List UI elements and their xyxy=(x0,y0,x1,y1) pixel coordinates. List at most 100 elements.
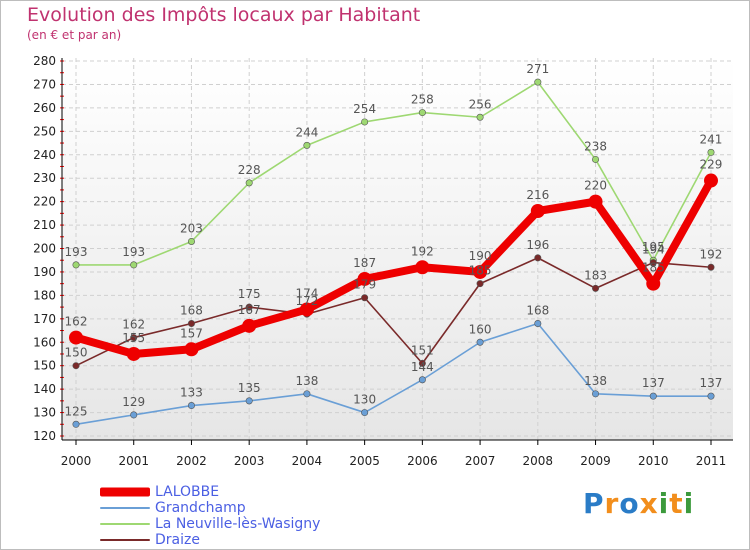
data-point-la-neuville-l-s-wasigny xyxy=(592,155,600,163)
data-point-draize xyxy=(592,284,600,292)
legend-swatch-la-neuville xyxy=(100,523,150,525)
data-point-lalobbe xyxy=(473,264,488,279)
logo-letter: t xyxy=(669,487,684,520)
data-label-grandchamp: 133 xyxy=(180,386,203,400)
data-label-lalobbe: 162 xyxy=(65,315,88,329)
data-point-grandchamp xyxy=(707,392,715,400)
data-point-lalobbe xyxy=(69,330,83,345)
x-tick-label: 2000 xyxy=(61,454,92,468)
data-point-draize xyxy=(187,319,195,327)
logo-letter: P xyxy=(583,487,605,520)
logo-letter: x xyxy=(639,487,659,520)
y-tick-label: 260 xyxy=(33,101,56,115)
data-point-la-neuville-l-s-wasigny xyxy=(130,261,138,269)
data-label-grandchamp: 137 xyxy=(700,376,723,390)
data-point-grandchamp xyxy=(476,338,484,346)
data-point-draize xyxy=(130,334,138,342)
data-label-draize: 168 xyxy=(180,304,203,318)
data-point-lalobbe xyxy=(184,342,199,357)
data-label-grandchamp: 137 xyxy=(642,376,665,390)
data-point-grandchamp xyxy=(245,397,253,405)
data-point-lalobbe xyxy=(646,276,661,291)
data-label-draize: 175 xyxy=(238,287,261,301)
data-point-la-neuville-l-s-wasigny xyxy=(303,141,311,149)
data-label-draize: 192 xyxy=(700,247,723,261)
y-tick-label: 200 xyxy=(33,242,56,256)
data-label-grandchamp: 130 xyxy=(353,393,376,407)
data-point-grandchamp xyxy=(418,376,426,384)
logo-letter: o xyxy=(619,487,640,520)
data-label-la-neuville-l-s-wasigny: 244 xyxy=(295,125,318,139)
legend-swatch-lalobbe xyxy=(100,487,150,497)
data-point-lalobbe xyxy=(357,271,372,286)
data-point-la-neuville-l-s-wasigny xyxy=(534,78,542,86)
y-tick-label: 280 xyxy=(33,54,56,68)
data-label-draize: 183 xyxy=(584,268,607,282)
logo-letter: i xyxy=(683,487,695,520)
x-tick-label: 2006 xyxy=(407,454,438,468)
data-label-lalobbe: 174 xyxy=(295,286,318,300)
y-tick-label: 120 xyxy=(33,429,56,443)
data-point-draize xyxy=(476,280,484,288)
series-layer xyxy=(69,78,718,428)
data-label-la-neuville-l-s-wasigny: 193 xyxy=(65,245,88,259)
legend-item-la-neuville: La Neuville-lès-Wasigny xyxy=(100,516,320,532)
logo-letter: i xyxy=(658,487,670,520)
legend-label-la-neuville: La Neuville-lès-Wasigny xyxy=(155,516,321,532)
data-label-grandchamp: 160 xyxy=(469,322,492,336)
x-tick-label: 2008 xyxy=(523,454,554,468)
data-point-grandchamp xyxy=(187,402,195,410)
data-label-lalobbe: 192 xyxy=(411,244,434,258)
data-point-la-neuville-l-s-wasigny xyxy=(418,109,426,117)
data-label-grandchamp: 138 xyxy=(584,374,607,388)
data-label-la-neuville-l-s-wasigny: 241 xyxy=(700,132,723,146)
data-point-la-neuville-l-s-wasigny xyxy=(361,118,369,126)
chart-title: Evolution des Impôts locaux par Habitant xyxy=(27,4,421,26)
y-tick-label: 150 xyxy=(33,359,56,373)
legend-swatch-grandchamp xyxy=(100,507,150,509)
data-point-lalobbe xyxy=(415,260,430,275)
y-tick-label: 170 xyxy=(33,312,56,326)
data-label-la-neuville-l-s-wasigny: 228 xyxy=(238,163,261,177)
data-label-grandchamp: 168 xyxy=(526,304,549,318)
y-tick-label: 250 xyxy=(33,124,56,138)
y-tick-label: 230 xyxy=(33,171,56,185)
y-tick-label: 270 xyxy=(33,77,56,91)
data-point-lalobbe xyxy=(242,318,257,333)
data-point-lalobbe xyxy=(126,346,141,361)
data-label-lalobbe: 190 xyxy=(469,249,492,263)
data-point-lalobbe xyxy=(703,173,718,188)
legend-swatch-draize xyxy=(100,539,150,541)
y-tick-label: 160 xyxy=(33,335,56,349)
data-label-lalobbe: 155 xyxy=(122,331,145,345)
data-label-la-neuville-l-s-wasigny: 193 xyxy=(122,245,145,259)
data-label-la-neuville-l-s-wasigny: 271 xyxy=(526,62,549,76)
series-line-grandchamp xyxy=(75,322,712,426)
data-point-la-neuville-l-s-wasigny xyxy=(476,113,484,121)
y-tick-label: 240 xyxy=(33,148,56,162)
data-point-la-neuville-l-s-wasigny xyxy=(707,148,715,156)
y-tick-label: 190 xyxy=(33,265,56,279)
data-point-draize xyxy=(418,359,426,367)
x-tick-label: 2005 xyxy=(349,454,380,468)
legend: LALOBBE Grandchamp La Neuville-lès-Wasig… xyxy=(100,484,320,548)
data-label-la-neuville-l-s-wasigny: 195 xyxy=(642,240,665,254)
data-point-la-neuville-l-s-wasigny xyxy=(245,179,253,187)
data-label-draize: 172 xyxy=(295,294,318,308)
data-label-grandchamp: 129 xyxy=(122,395,145,409)
data-point-draize xyxy=(534,254,542,262)
legend-label-lalobbe: LALOBBE xyxy=(155,484,220,500)
data-label-draize: 185 xyxy=(469,264,492,278)
y-tick-label: 180 xyxy=(33,288,56,302)
data-point-la-neuville-l-s-wasigny xyxy=(187,237,195,245)
data-point-grandchamp xyxy=(534,319,542,327)
data-point-lalobbe xyxy=(299,302,314,317)
logo-letter: r xyxy=(604,487,620,520)
data-point-grandchamp xyxy=(130,411,138,419)
data-label-draize: 194 xyxy=(642,243,665,257)
data-point-lalobbe xyxy=(588,194,603,209)
x-tick-label: 2010 xyxy=(638,454,669,468)
